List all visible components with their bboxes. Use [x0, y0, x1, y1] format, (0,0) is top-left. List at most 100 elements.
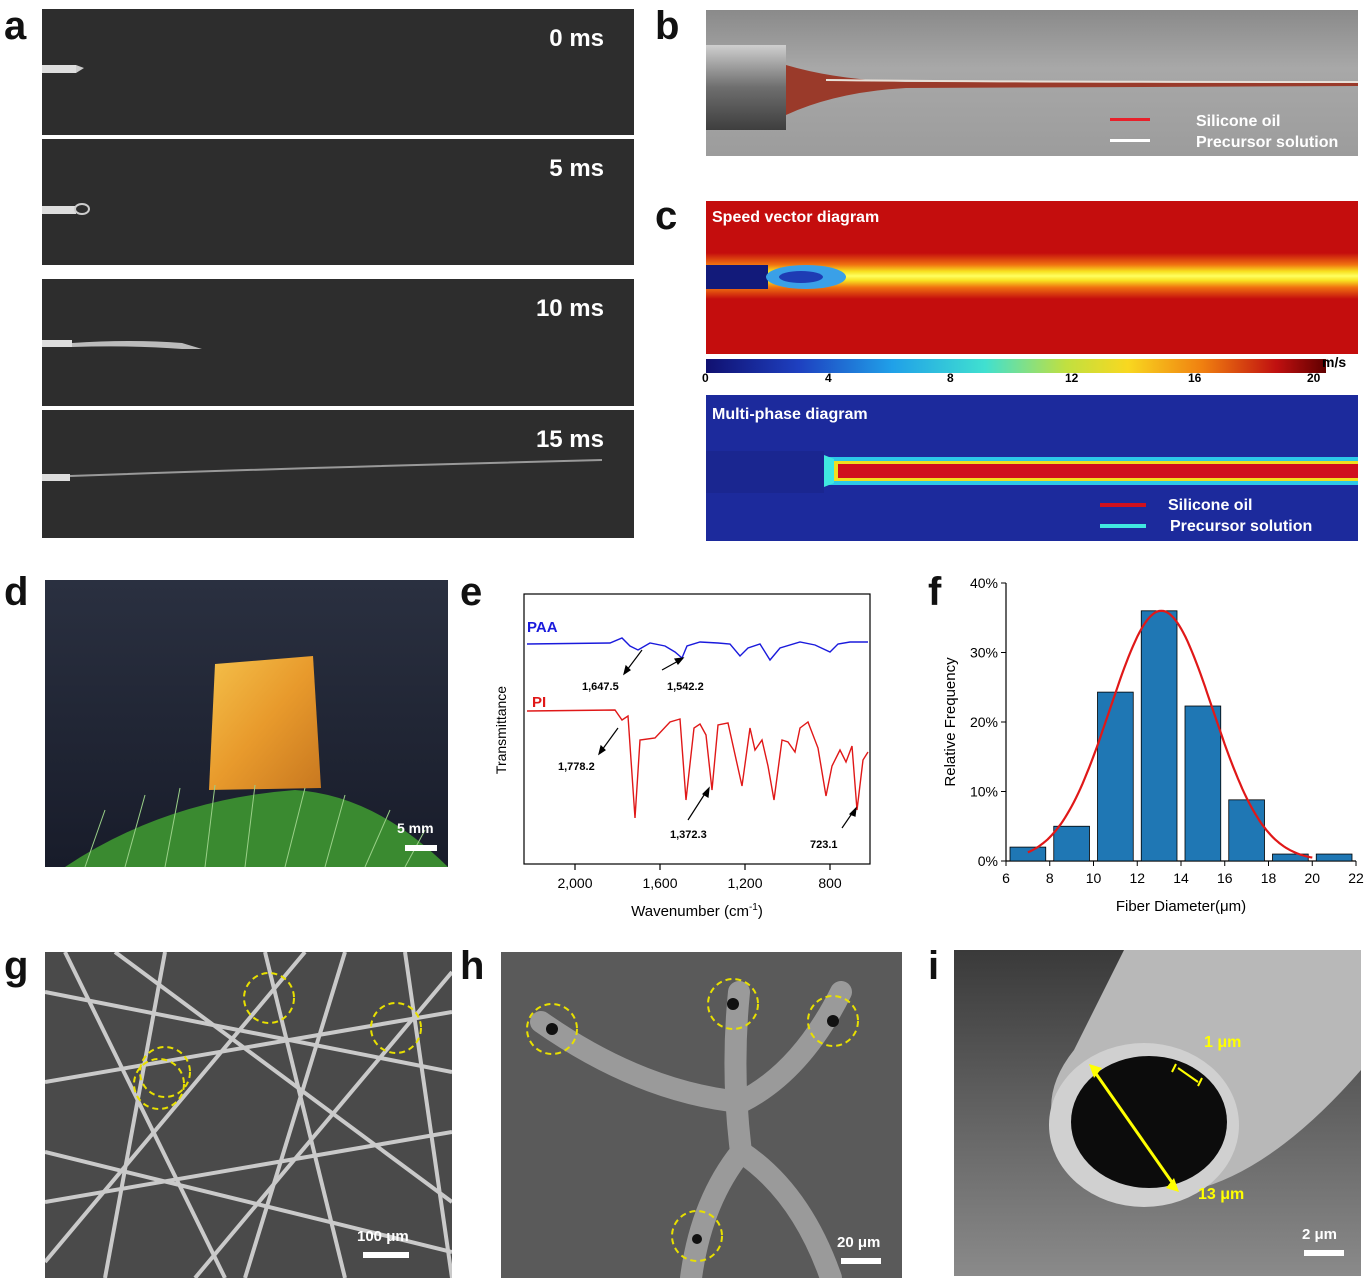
annotation: 1,647.5: [582, 681, 619, 693]
histogram-bar: [1009, 846, 1047, 862]
legend-label-precursor: Precursor solution: [1196, 134, 1339, 151]
series-label-pi: PI: [532, 694, 546, 711]
time-label: 0 ms: [549, 25, 604, 52]
x-axis-title: Wavenumber (cm-1): [631, 902, 763, 920]
y-tick-label: 0%: [978, 853, 998, 869]
gaussian-fit-curve: [1027, 609, 1313, 859]
multiphase-title: Multi-phase diagram: [712, 406, 868, 423]
x-tick-label: 18: [1261, 870, 1277, 886]
x-tick-label: 8: [1046, 870, 1054, 886]
legend-label-precursor: Precursor solution: [1170, 518, 1313, 535]
x-tick-label: 10: [1086, 870, 1102, 886]
nozzle-image: [42, 65, 84, 73]
fiber-diameter-histogram: 6 8 10 12 14 16 18 20 22 0% 10% 20% 30% 40% Fiber Di…: [942, 578, 1364, 915]
annotation: 1,372.3: [670, 829, 707, 841]
colorbar-tick: 8: [947, 371, 954, 385]
panel-a-frame-10: 10 ms: [42, 279, 634, 406]
scale-bar-label: 20 μm: [837, 1234, 881, 1251]
scale-bar-label: 100 μm: [357, 1228, 409, 1245]
panel-i-sem: 1 μm 13 μm 2 μm: [954, 950, 1361, 1276]
x-tick-label: 20: [1304, 870, 1320, 886]
legend-swatch-silicone: [1100, 503, 1146, 507]
scale-bar-label: 2 μm: [1302, 1226, 1338, 1243]
jet-image: [42, 459, 603, 481]
speed-title: Speed vector diagram: [712, 209, 880, 226]
time-label: 5 ms: [549, 155, 604, 182]
panel-label-c: c: [655, 194, 678, 238]
legend-swatch-precursor: [1110, 139, 1150, 142]
hollow-fiber-junction-image: [526, 978, 859, 1278]
panel-label-f: f: [928, 570, 942, 614]
colorbar-tick: 0: [702, 371, 709, 385]
x-tick-label: 12: [1129, 870, 1145, 886]
x-axis-title: Fiber Diameter(μm): [1116, 898, 1246, 915]
panel-a-frame-15: 15 ms: [42, 410, 634, 538]
junction-markers: [243, 972, 295, 1024]
panel-g-sem: 100 μm: [45, 952, 452, 1278]
scale-bar: [841, 1258, 881, 1264]
panel-a-frame-5: 5 ms: [42, 139, 634, 265]
panel-label-a: a: [4, 4, 27, 48]
legend-swatch-precursor: [1100, 524, 1146, 528]
inner-diameter-label: 13 μm: [1198, 1186, 1245, 1203]
aerogel-on-grass-image: [65, 656, 448, 867]
y-tick-label: 10%: [970, 784, 998, 800]
legend-label-silicone: Silicone oil: [1168, 497, 1253, 514]
panel-b-photo: Silicone oil Precursor solution: [706, 10, 1358, 156]
colorbar-tick: 20: [1307, 371, 1321, 385]
nozzle-image: [42, 203, 90, 215]
scale-bar: [405, 845, 437, 851]
speed-vector-plot: Speed vector diagram: [706, 201, 1358, 354]
scale-bar: [1304, 1250, 1344, 1256]
y-tick-label: 30%: [970, 645, 998, 661]
panel-label-d: d: [4, 570, 29, 614]
time-label: 15 ms: [535, 426, 604, 453]
colorbar: [706, 359, 1326, 373]
y-tick-label: 20%: [970, 714, 998, 730]
wall-thickness-label: 1 μm: [1204, 1034, 1242, 1051]
x-tick-label: 16: [1217, 870, 1233, 886]
histogram-bar: [1140, 610, 1178, 862]
multiphase-field-image: [706, 451, 1358, 493]
colorbar-unit: m/s: [1322, 354, 1347, 370]
jet-image: [42, 340, 202, 349]
legend-label-silicone: Silicone oil: [1196, 113, 1281, 130]
histogram-bar: [1184, 705, 1222, 862]
y-tick-label: 40%: [970, 578, 998, 591]
annotation: 723.1: [810, 839, 838, 851]
x-tick-label: 14: [1173, 870, 1189, 886]
y-axis-title: Relative Frequency: [942, 657, 959, 787]
panel-a-frame-0: 0 ms: [42, 9, 634, 135]
diameter-arrow: [1090, 1067, 1178, 1189]
panel-d-photo: 5 mm: [45, 580, 448, 867]
ftir-arrows: [598, 649, 857, 829]
histogram-bar: [1097, 691, 1134, 862]
hollow-end-markers: [526, 978, 859, 1262]
panel-label-g: g: [4, 944, 29, 988]
pi-spectrum: [526, 709, 869, 819]
series-label-paa: PAA: [527, 619, 558, 636]
scale-bar-label: 5 mm: [397, 820, 434, 836]
scale-bar: [363, 1252, 409, 1258]
ftir-xticks: [574, 864, 831, 870]
paa-spectrum: [526, 637, 868, 662]
x-tick-label: 1,200: [727, 875, 762, 891]
panel-label-e: e: [460, 570, 483, 614]
x-tick-label: 2,000: [557, 875, 592, 891]
legend-swatch-silicone: [1110, 118, 1150, 121]
colorbar-tick: 12: [1065, 371, 1079, 385]
y-axis-title: Transmittance: [493, 686, 509, 774]
coaxial-jet-image: [706, 45, 1358, 130]
x-tick-label: 6: [1002, 870, 1010, 886]
panel-label-i: i: [928, 944, 940, 988]
multiphase-plot: Multi-phase diagram Silicone oil Precurs…: [706, 395, 1358, 541]
x-tick-label: 1,600: [642, 875, 677, 891]
histogram-bar: [1053, 825, 1090, 862]
speed-field-image: [706, 253, 1358, 299]
panel-label-h: h: [460, 944, 485, 988]
x-tick-label: 22: [1348, 870, 1364, 886]
annotation: 1,778.2: [558, 761, 595, 773]
panel-label-b: b: [655, 4, 680, 48]
x-tick-label: 800: [818, 875, 842, 891]
fiber-cross-section-image: [1049, 950, 1361, 1207]
